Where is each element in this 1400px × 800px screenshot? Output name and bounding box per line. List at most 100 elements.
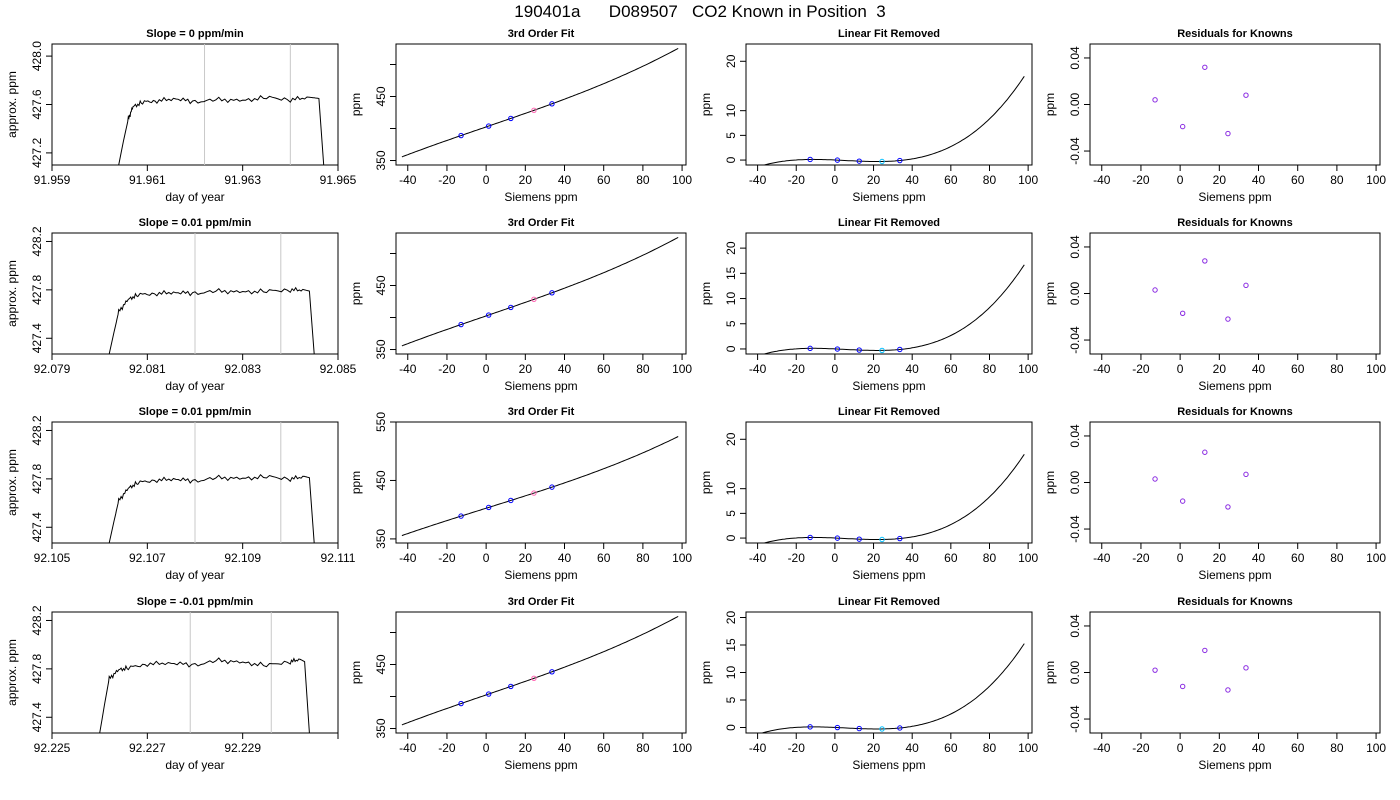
residual-point	[1152, 287, 1158, 293]
x-tick-label: -40	[1093, 741, 1111, 755]
plot-area	[760, 643, 1025, 733]
x-tick-label: 60	[1291, 362, 1305, 376]
y-tick-label: 10	[724, 482, 738, 496]
residual-point	[1243, 471, 1249, 478]
panel-fit-row-2: 3rd Order Fit Siemens ppm ppm -40 -20 0 20 40 60…	[349, 217, 692, 393]
y-tick-label: 350	[374, 718, 388, 738]
fit-point	[531, 107, 537, 114]
panel-title: Linear Fit Removed	[838, 28, 940, 40]
y-axis-label: approx. ppm	[5, 639, 19, 706]
plot-area	[1152, 449, 1249, 510]
nonlinear-curve	[762, 76, 1025, 165]
y-tick-label: 5	[724, 510, 738, 517]
fit-point	[508, 683, 514, 690]
y-axis-label: ppm	[699, 471, 713, 494]
plot-frame	[1089, 43, 1381, 166]
plot-frame	[51, 611, 339, 734]
panel-title: Linear Fit Removed	[838, 217, 940, 229]
x-tick-label: 20	[519, 173, 533, 187]
plot-frame	[395, 421, 687, 544]
x-tick-label: -40	[399, 173, 417, 187]
y-tick-label: 10	[724, 292, 738, 306]
y-axis-label: ppm	[1043, 282, 1057, 305]
residual-point	[1225, 316, 1231, 322]
y-tick-label: 0.00	[1068, 92, 1082, 116]
fit-curve	[401, 236, 679, 347]
x-tick-label: 80	[983, 551, 997, 565]
x-tick-label: 100	[1366, 551, 1386, 565]
plot-area	[762, 76, 1025, 165]
x-tick-label: 40	[1252, 362, 1266, 376]
plot-area	[762, 454, 1025, 543]
x-tick-label: 80	[1330, 551, 1344, 565]
y-tick-label: 350	[374, 339, 388, 359]
x-tick-label: 40	[558, 551, 572, 565]
approx-ppm-line	[108, 286, 315, 354]
x-tick-label: 80	[1330, 741, 1344, 755]
x-axis-label: Siemens ppm	[852, 190, 925, 204]
x-tick-label: 91.961	[129, 173, 166, 187]
x-tick-label: -40	[399, 551, 417, 565]
y-axis-label: approx. ppm	[5, 71, 19, 138]
y-axis-label: ppm	[349, 282, 363, 305]
residual-point	[1202, 449, 1208, 455]
residual-point	[1243, 665, 1249, 671]
residual-point	[1152, 97, 1158, 103]
fit-point	[485, 312, 492, 318]
residual-point	[1243, 92, 1249, 98]
y-tick-label: 450	[374, 275, 388, 295]
y-tick-label: 10	[724, 666, 738, 680]
x-tick-label: 100	[1018, 362, 1038, 376]
x-tick-label: 92.107	[129, 551, 166, 565]
x-tick-label: 100	[672, 741, 692, 755]
plot-area	[1152, 64, 1249, 137]
y-tick-label: 0	[724, 534, 738, 541]
panel-title: Slope = 0.01 ppm/min	[139, 217, 252, 229]
x-axis-label: day of year	[165, 379, 224, 393]
x-tick-label: 0	[1177, 362, 1184, 376]
fit-point	[458, 700, 464, 707]
y-tick-label: 427.8	[30, 464, 44, 494]
panel-title: 3rd Order Fit	[508, 217, 575, 229]
x-tick-label: -20	[438, 173, 456, 187]
x-tick-label: 60	[944, 173, 958, 187]
panel-title: Linear Fit Removed	[838, 596, 940, 608]
y-axis-label: ppm	[1043, 661, 1057, 684]
residual-point	[1243, 282, 1249, 289]
plot-frame	[745, 611, 1033, 734]
nonlinear-point	[807, 156, 813, 163]
x-tick-label: -20	[438, 362, 456, 376]
y-tick-label: 0.04	[1068, 235, 1082, 259]
nonlinear-point	[807, 724, 813, 730]
x-tick-label: 60	[944, 551, 958, 565]
fit-point	[531, 675, 537, 682]
x-tick-label: 92.079	[34, 362, 71, 376]
x-axis-label: day of year	[165, 190, 224, 204]
x-tick-label: 92.083	[224, 362, 261, 376]
x-tick-label: 0	[832, 551, 839, 565]
nonlinear-point	[856, 158, 862, 164]
x-tick-label: 92.105	[34, 551, 71, 565]
x-tick-label: 0	[832, 173, 839, 187]
y-tick-label: 10	[724, 104, 738, 118]
x-tick-label: 100	[1366, 741, 1386, 755]
residual-point	[1202, 258, 1208, 264]
x-tick-label: -20	[788, 741, 806, 755]
panel-title: Linear Fit Removed	[838, 406, 940, 418]
x-tick-label: -20	[438, 741, 456, 755]
y-tick-label: 450	[374, 470, 388, 490]
plot-frame	[395, 232, 687, 355]
nonlinear-point	[879, 347, 885, 354]
plot-area	[108, 422, 315, 543]
x-tick-label: 40	[558, 741, 572, 755]
approx-ppm-line	[99, 657, 310, 733]
panel-title: Slope = -0.01 ppm/min	[137, 596, 254, 608]
x-axis-label: Siemens ppm	[1198, 190, 1271, 204]
x-tick-label: 40	[906, 362, 920, 376]
residual-point	[1202, 64, 1208, 70]
panel-title: Residuals for Knowns	[1177, 217, 1293, 229]
y-axis-label: ppm	[349, 471, 363, 494]
y-tick-label: 428.2	[30, 605, 44, 635]
x-axis-label: Siemens ppm	[852, 379, 925, 393]
x-tick-label: 100	[672, 551, 692, 565]
